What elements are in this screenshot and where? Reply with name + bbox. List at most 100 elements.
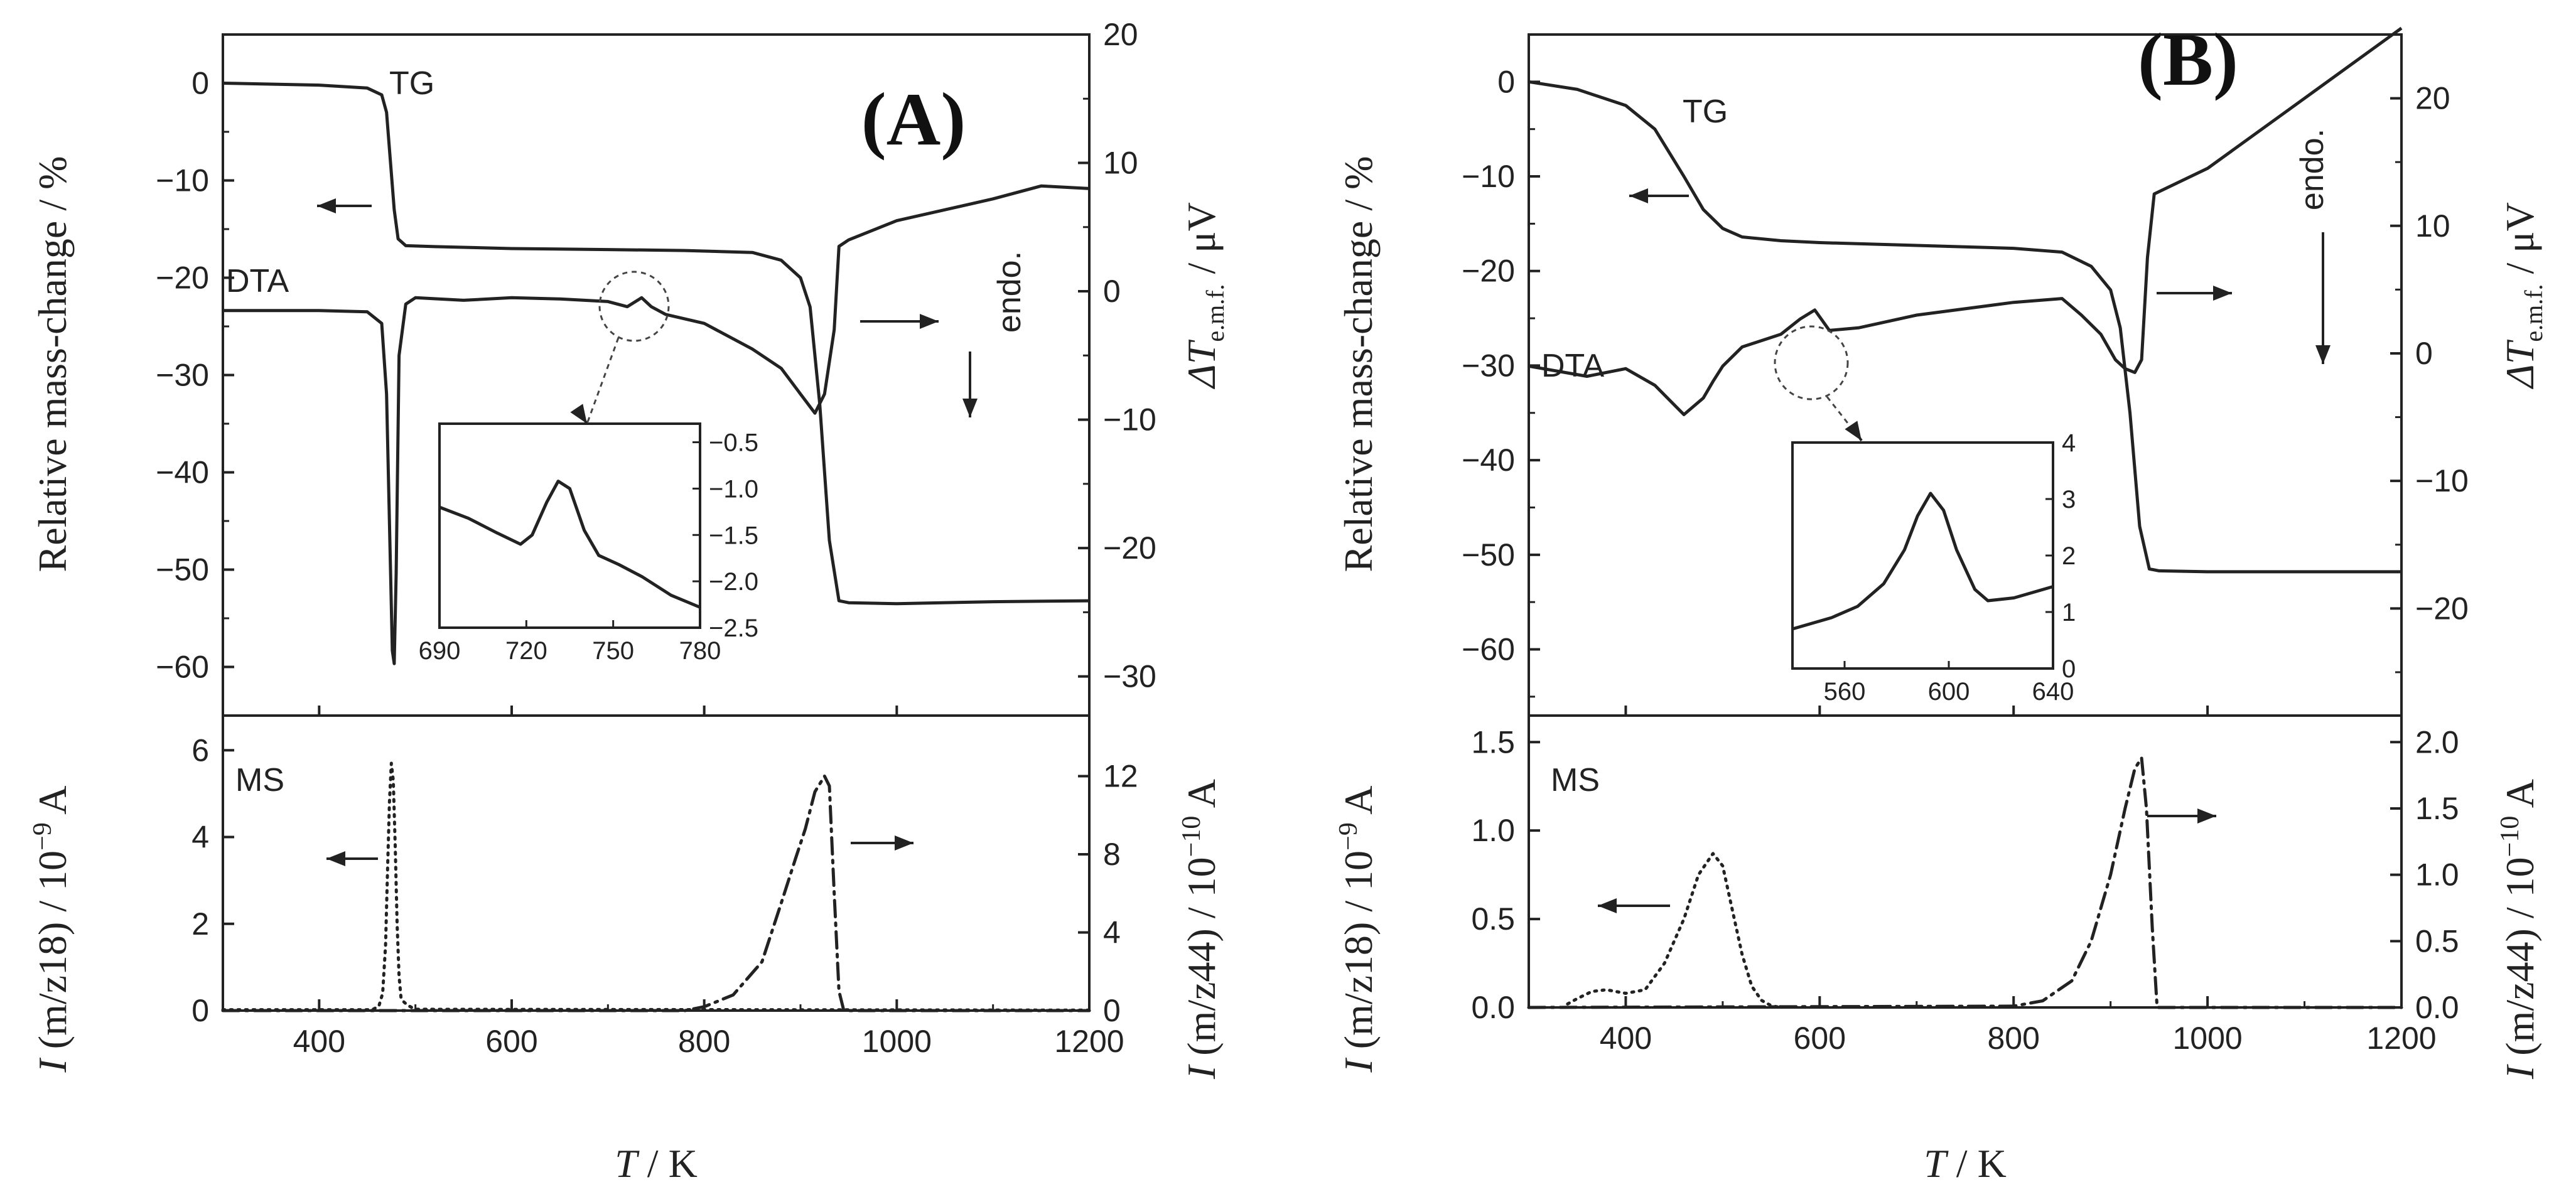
main-right-tick-label: 10 [2415,208,2450,244]
inset-dta-line [1792,491,2054,631]
ms-x-tick-label: 1000 [2172,1021,2242,1056]
inset-frame [438,422,701,629]
ms-right-tick-label: 0.5 [2415,923,2459,958]
ms-left-axis-title: I (m/z18) / 10−9 A [1334,785,1381,1073]
main-left-tick-label: −10 [156,163,209,198]
series-mz44-line [1527,756,2403,1009]
ms-x-tick-label: 400 [1600,1021,1652,1056]
inset-y-tick-label: 4 [2062,429,2076,457]
main-left-tick-label: −40 [1462,443,1515,478]
inset-x-tick-label: 780 [679,637,721,665]
inset-y-tick-label: 0 [2062,655,2076,683]
ms-plot-frame [1528,714,2403,1009]
ms-x-tick-label: 600 [485,1024,537,1059]
ms-left-tick-label: 0 [191,993,209,1028]
main-right-tick-label: −30 [1103,659,1156,694]
ms-left-tick-label: 1.0 [1471,813,1515,848]
x-axis-title: T / K [615,1141,698,1186]
dta-right-arrow [2157,286,2232,301]
ms-right-axis-title: I (m/z44) / 10−10 A [2496,779,2542,1080]
ms-label: MS [235,762,284,798]
endo-label: endo. [2294,129,2331,210]
main-left-tick-label: −10 [1462,159,1515,194]
main-right-tick-label: 0 [1103,274,1121,309]
ms-right-tick-label: 1.5 [2415,791,2459,826]
dta-label: DTA [226,263,289,299]
main-right-tick-label: 20 [1103,17,1138,52]
main-left-tick-label: −20 [156,260,209,296]
series-tg-line [1528,80,2401,574]
main-left-axis-title: Relative mass-change / % [1336,156,1381,572]
highlight-circle [598,271,670,342]
inset-y-tick-label: −1.5 [709,522,758,549]
main-left-tick-label: −20 [1462,254,1515,289]
inset-y-tick-label: 2 [2062,542,2076,570]
main-left-tick-label: 0 [191,66,209,101]
ms-right-tick-label: 8 [1103,837,1121,872]
inset-x-tick-label: 640 [2032,678,2074,706]
main-right-tick-label: −20 [1103,530,1156,566]
ms-label: MS [1551,762,1600,798]
main-right-tick-label: −20 [2415,591,2469,626]
inset-y-tick-label: −1.0 [709,475,758,503]
main-left-tick-label: −50 [1462,537,1515,572]
ms-left-tick-label: 0.5 [1471,901,1515,937]
dta-label: DTA [1541,348,1604,384]
ms-right-tick-label: 0.0 [2415,990,2459,1025]
inset-x-tick-label: 720 [505,637,547,665]
series-mz18-line [221,761,1091,1012]
ms-x-tick-label: 1200 [1054,1024,1124,1059]
ms-left-tick-label: 0.0 [1471,990,1515,1025]
ms-right-arrow [2147,808,2216,824]
tg-label: TG [1683,94,1728,130]
main-right-tick-label: −10 [2415,463,2469,498]
ms-right-tick-label: 0 [1103,993,1121,1028]
ms-right-tick-label: 12 [1103,758,1138,793]
inset-x-tick-label: 600 [1928,678,1970,706]
ms-left-tick-label: 6 [191,733,209,768]
inset-y-tick-label: −2.5 [709,615,758,642]
inset-y-tick-label: 3 [2062,486,2076,513]
ms-x-tick-label: 1200 [2366,1021,2436,1056]
inset-dta-line [439,480,701,609]
ms-right-tick-label: 4 [1103,915,1121,950]
ms-right-arrow [851,835,913,851]
ms-x-tick-label: 600 [1794,1021,1846,1056]
endo-down-arrow [2315,232,2331,364]
ms-left-tick-label: 4 [191,820,209,855]
ms-left-arrow [1598,898,1670,913]
tg-left-arrow [317,198,372,213]
endo-down-arrow [962,352,978,417]
inset-y-tick-label: 1 [2062,599,2076,626]
ms-left-arrow [326,851,378,866]
series-tg-line [222,82,1090,606]
inset-x-tick-label: 690 [419,637,461,665]
main-right-axis-title: ΔTe.m.f. / μV [1179,202,1229,390]
main-right-tick-label: 10 [1103,146,1138,181]
ms-x-tick-label: 1000 [862,1024,932,1059]
series-mz44-line [221,775,1091,1012]
inset-x-tick-label: 560 [1824,678,1866,706]
ms-left-tick-label: 1.5 [1471,724,1515,760]
tg-label: TG [389,65,434,102]
endo-label: endo. [991,251,1028,333]
ms-right-axis-title: I (m/z44) / 10−10 A [1177,779,1224,1080]
main-right-tick-label: 20 [2415,81,2450,116]
main-right-tick-label: 0 [2415,336,2433,371]
x-axis-title: T / K [1924,1141,2007,1186]
inset-y-tick-label: −2.0 [709,568,758,596]
inset-link-line [586,337,620,424]
series-mz18-line [1566,852,1783,1009]
ms-left-axis-title: I (m/z18) / 10−9 A [28,785,75,1073]
ms-right-tick-label: 2.0 [2415,724,2459,760]
main-left-tick-label: −60 [1462,632,1515,667]
ms-x-tick-label: 400 [293,1024,345,1059]
inset-link-arrowhead [1845,421,1863,442]
series-dta-line [1528,26,2403,416]
main-left-axis-title: Relative mass-change / % [30,156,75,572]
main-left-tick-label: −30 [1462,348,1515,383]
